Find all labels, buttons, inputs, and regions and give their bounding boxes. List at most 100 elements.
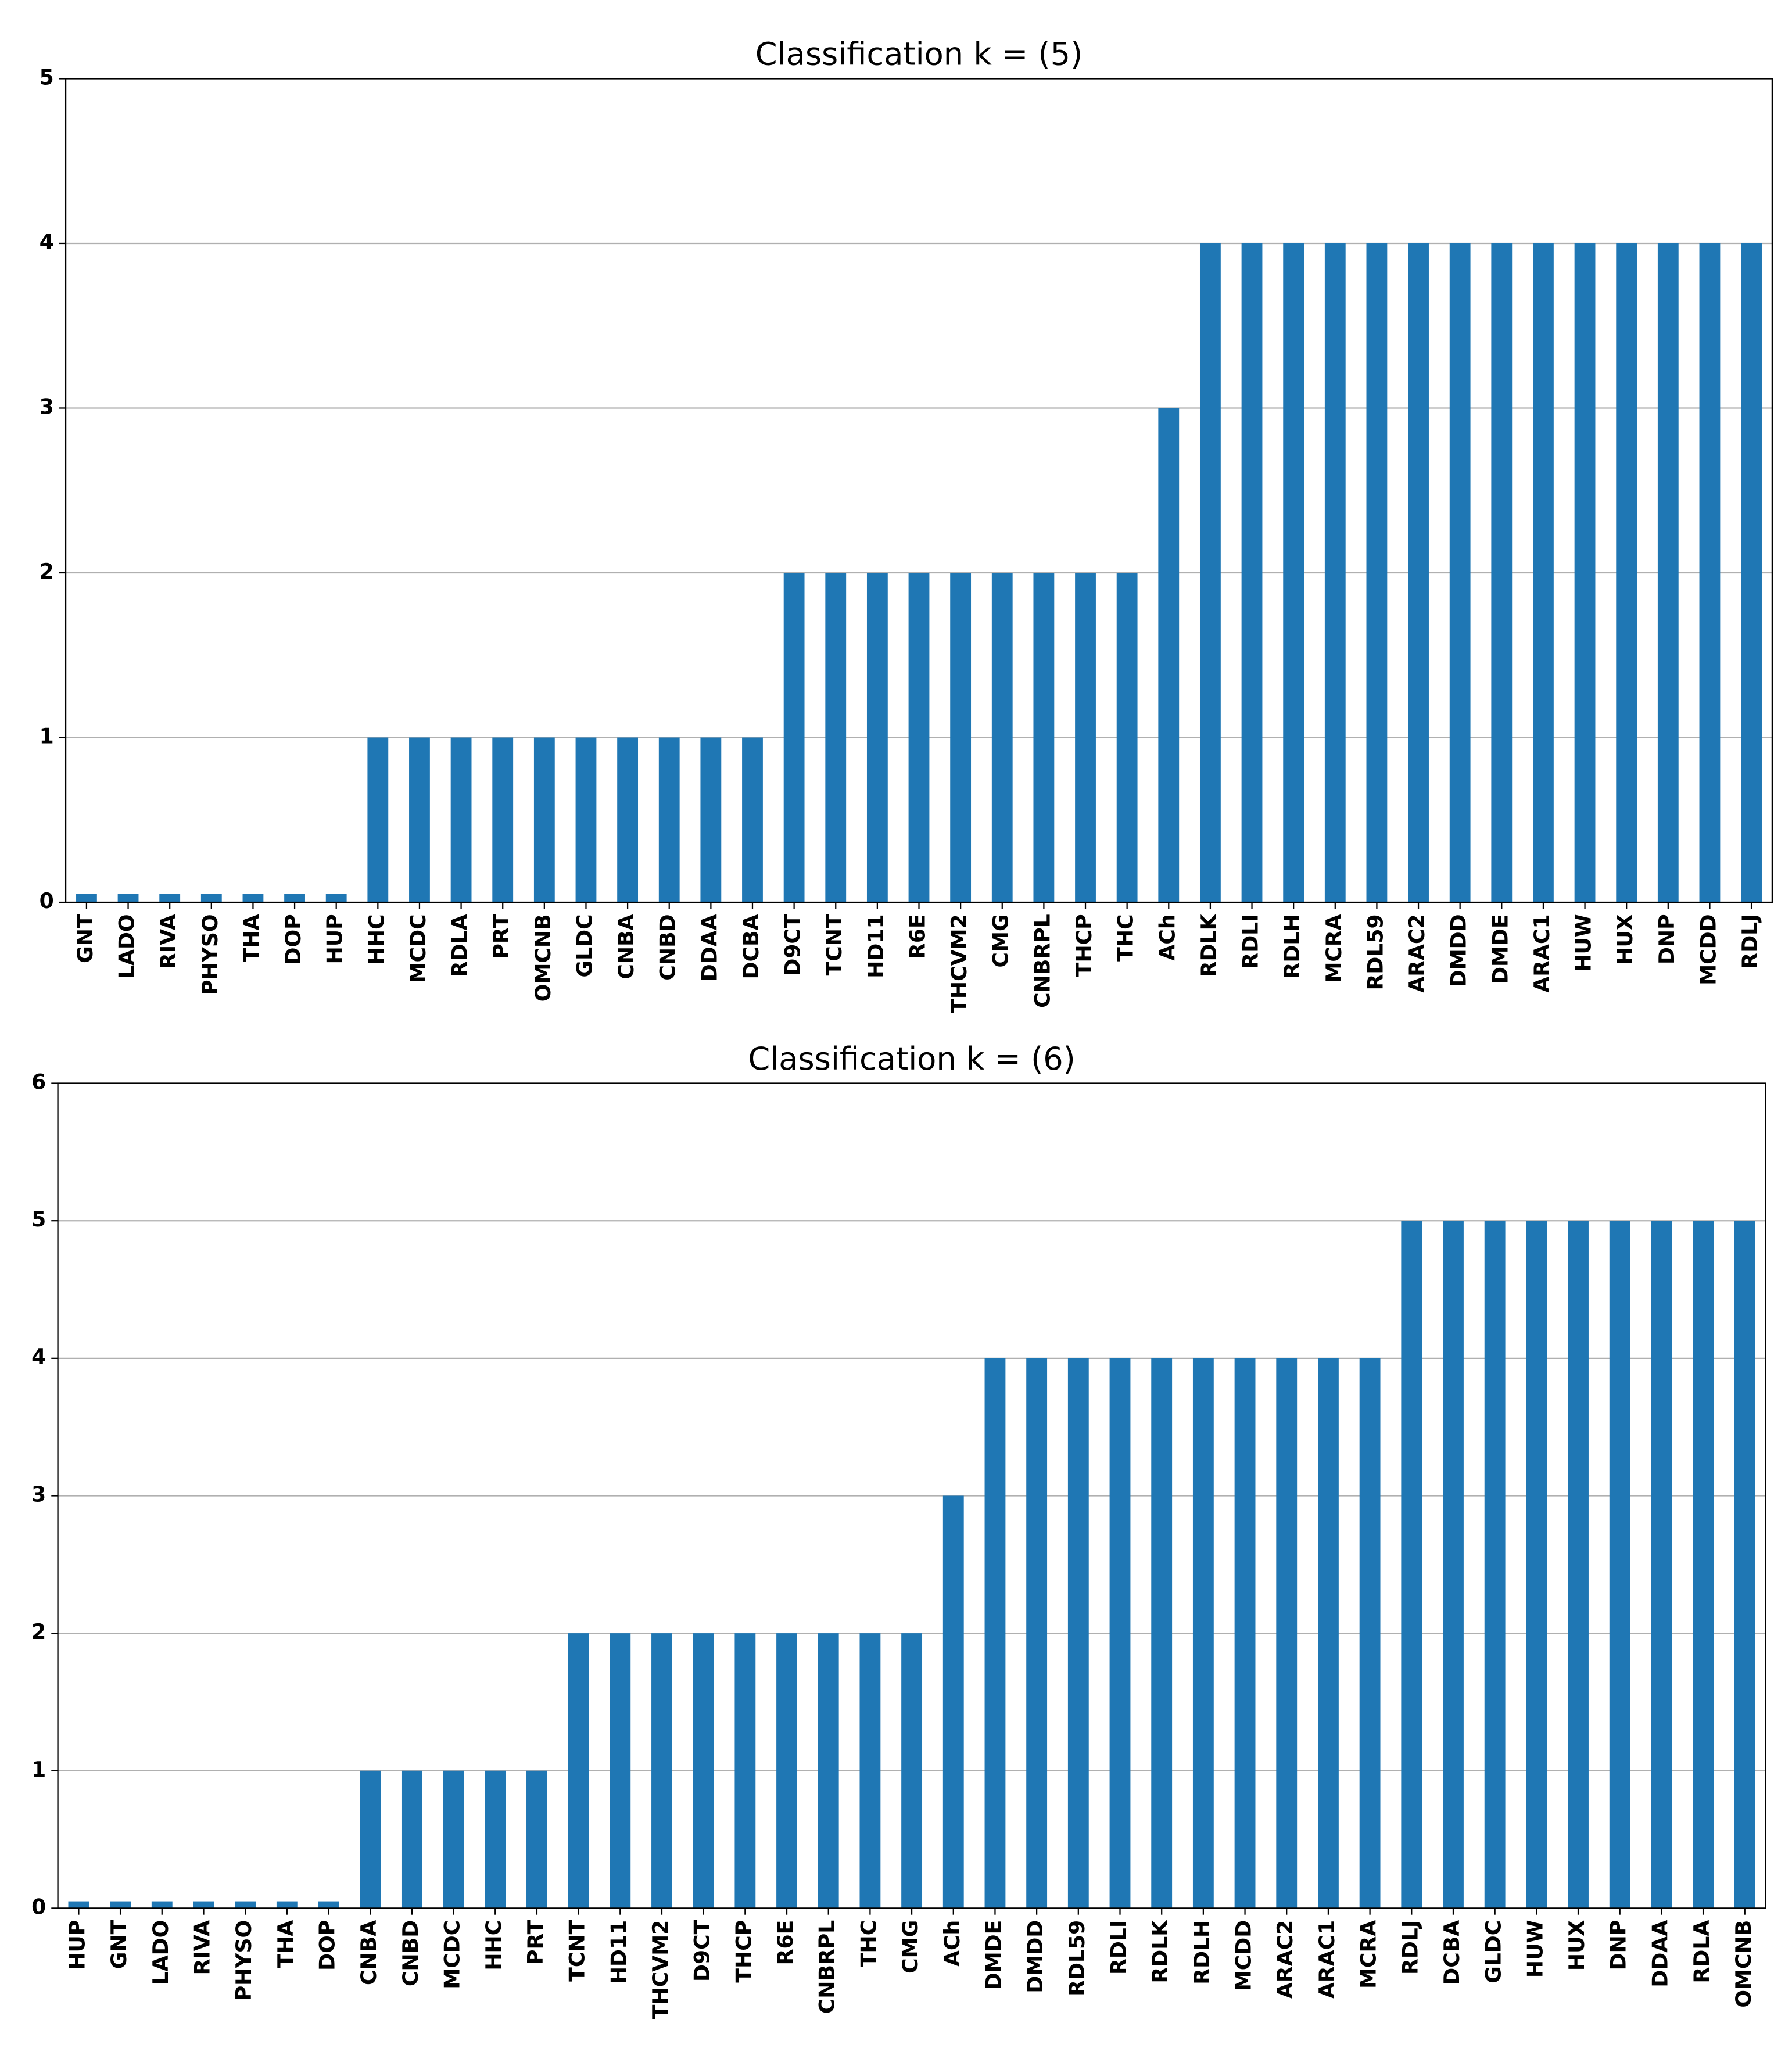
y-tick-label: 5 [31,1207,46,1232]
bar [492,737,514,903]
x-tick-label: DDAA [697,914,722,981]
bar [734,1633,756,1909]
bar [1151,1358,1173,1909]
bar [901,1633,923,1909]
x-tick-label: OMCNB [1731,1920,1756,2008]
bar [568,1633,589,1909]
x-tick-label: THCVM2 [947,914,972,1013]
bar [700,737,722,903]
bar [76,894,97,903]
x-tick-label: GNT [106,1920,131,1969]
y-tick-label: 3 [40,394,54,419]
y-tick-label: 0 [40,888,54,913]
x-tick-label: DMDD [1446,914,1471,987]
x-tick-label: THCVM2 [648,1920,673,2019]
bar [1734,1221,1755,1909]
bar [276,1901,298,1909]
x-tick-label: OMCNB [531,914,555,1002]
x-tick-label: PHYSO [231,1920,256,2001]
bar [950,572,972,903]
y-tick-label: 2 [40,559,54,584]
bar [1533,243,1554,903]
bar [1109,1358,1131,1909]
x-tick-label: HUX [1612,914,1637,965]
chart-title: Classification k = (5) [755,36,1083,73]
bar [1283,243,1304,903]
x-tick-label: HUP [64,1920,89,1970]
bar [235,1901,256,1909]
bar [110,1901,131,1909]
x-tick-label: ACh [1155,914,1180,960]
bar [984,1358,1006,1909]
bar [1318,1358,1339,1909]
bar [318,1901,339,1909]
bar [1067,1358,1089,1909]
x-tick-label: MCDD [1231,1920,1256,1991]
plot-frame [64,78,1773,903]
bar [1651,1221,1672,1909]
bar [1276,1358,1298,1909]
y-tick-label: 2 [31,1619,46,1644]
bar [776,1633,797,1909]
bar [1699,243,1721,903]
bar [1324,243,1346,903]
bar [1158,408,1180,903]
bar [401,1770,422,1909]
x-tick-label: DCBA [739,914,764,979]
x-tick-label: RDLK [1148,1919,1173,1983]
bar [533,737,555,903]
bar [1609,1221,1630,1909]
bar [200,894,222,903]
bar [742,737,763,903]
bar [575,737,597,903]
bar [1484,1221,1506,1909]
bar [526,1770,547,1909]
x-tick-label: RDLA [447,914,472,977]
bar [159,894,181,903]
bar [1693,1221,1714,1909]
x-tick-label: ARAC2 [1273,1920,1298,1999]
bar [825,572,847,903]
bar [242,894,264,903]
bar [991,572,1013,903]
bar [117,894,139,903]
y-tick-label: 0 [31,1894,46,1919]
x-tick-label: CNBA [356,1920,381,1985]
x-tick-label: DNP [1606,1920,1631,1971]
bar [1192,1358,1214,1909]
x-tick-label: DOP [315,1920,340,1971]
x-tick-label: RDLI [1106,1920,1131,1975]
y-tick-label: 3 [31,1482,46,1506]
x-tick-label: CNBD [655,914,680,980]
x-tick-label: CNBRPL [815,1920,840,2014]
bar [284,894,305,903]
x-tick-label: DOP [281,914,306,964]
x-tick-label: PRT [489,914,514,959]
bar [1443,1221,1464,1909]
x-tick-label: GNT [73,914,98,963]
bar [367,737,389,903]
x-tick-label: RDL59 [1363,914,1388,990]
y-tick-label: 1 [40,724,54,749]
bar [1026,1358,1048,1909]
x-tick-label: PRT [523,1920,548,1965]
x-tick-label: PHYSO [198,914,223,995]
bar [908,572,930,903]
x-tick-label: HD11 [863,914,888,978]
bar [68,1901,89,1909]
x-tick-label: ARAC1 [1529,914,1554,992]
x-tick-label: RDLH [1280,914,1304,978]
x-tick-label: DMDD [1023,1920,1048,1993]
x-tick-label: CNBD [398,1920,423,1986]
x-tick-label: RDLJ [1397,1920,1422,1975]
bar [1366,243,1388,903]
y-tick-label: 1 [31,1757,46,1782]
x-tick-label: LADO [148,1920,173,1985]
x-tick-label: CNBA [614,914,639,979]
bar [651,1633,672,1909]
x-tick-label: CMG [988,914,1013,967]
bar [325,894,347,903]
x-tick-label: RDLJ [1737,914,1762,968]
y-tick-label: 4 [31,1344,46,1369]
